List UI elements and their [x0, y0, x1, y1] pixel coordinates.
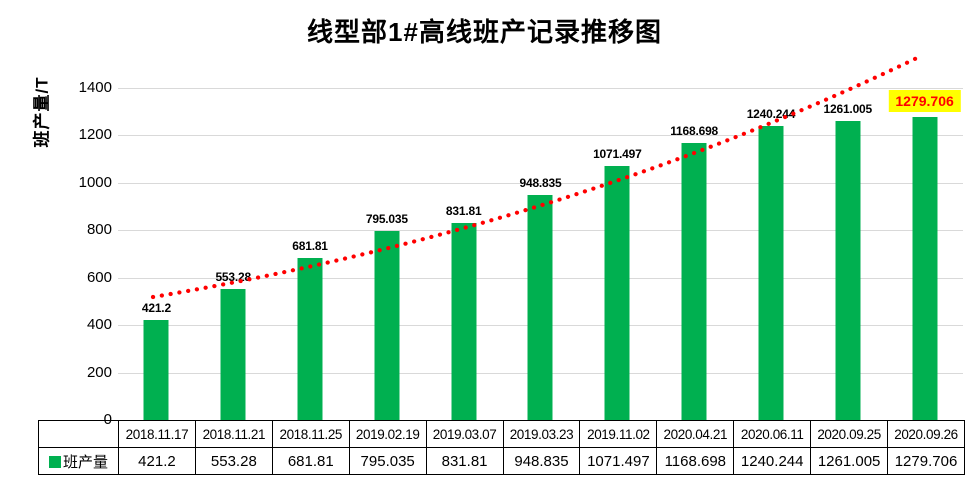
- table-value-cell: 795.035: [348, 447, 427, 475]
- bar: [681, 142, 707, 420]
- bar-column: 553.28: [195, 60, 272, 420]
- table-date-cell: 2019.02.19: [348, 420, 427, 448]
- data-label: 1071.497: [593, 146, 642, 161]
- table-value-cell: 553.28: [194, 447, 273, 475]
- bar-column: 1168.698: [656, 60, 733, 420]
- bar-column: 948.835: [502, 60, 579, 420]
- table-date-cell: 2020.04.21: [656, 420, 735, 448]
- table-value-cell: 1240.244: [733, 447, 812, 475]
- data-label: 1240.244: [746, 106, 796, 121]
- table-date-cell: 2019.11.02: [579, 420, 658, 448]
- data-label-highlighted: 1279.706: [888, 89, 961, 112]
- data-label: 1168.698: [670, 123, 719, 138]
- table-date-cell: 2018.11.17: [118, 420, 196, 448]
- table-legend-cell: 班产量: [38, 447, 119, 475]
- chart-title: 线型部1#高线班产记录推移图: [307, 17, 662, 47]
- data-table: 2018.11.17 2018.11.21 2018.11.25 2019.02.19…: [38, 420, 965, 475]
- bar: [297, 258, 323, 420]
- bar: [220, 288, 246, 420]
- bar: [604, 165, 630, 420]
- table-value-cell: 681.81: [271, 447, 350, 475]
- legend-label: 班产量: [62, 453, 108, 471]
- data-label: 831.81: [445, 203, 482, 218]
- bar: [912, 116, 938, 420]
- data-label: 681.81: [292, 239, 328, 254]
- y-tick-label: 1000: [78, 173, 112, 191]
- bar: [527, 195, 553, 420]
- table-value-cell: 831.81: [425, 447, 504, 475]
- table-date-cell: 2020.06.11: [733, 420, 812, 448]
- table-value-row: 班产量 421.2 553.28 681.81 795.035 831.81 948.835…: [38, 447, 965, 475]
- bar-column: 1261.005: [809, 60, 886, 420]
- table-value-cell: 1168.698: [656, 447, 735, 475]
- data-label: 553.28: [215, 269, 251, 284]
- table-date-cell: 2018.11.25: [271, 420, 350, 448]
- bar: [758, 125, 784, 420]
- table-value-cell: 421.2: [118, 447, 196, 475]
- bar-column: 1279.706: [886, 60, 963, 420]
- table-date-row: 2018.11.17 2018.11.21 2018.11.25 2019.02.19…: [38, 420, 965, 448]
- data-label: 795.035: [365, 212, 408, 227]
- y-tick-label: 600: [86, 268, 112, 286]
- bar-column: 831.81: [425, 60, 502, 420]
- bar-column: 421.2: [118, 60, 195, 420]
- table-empty-corner: [38, 420, 119, 448]
- bar: [451, 222, 477, 420]
- table-value-cell: 1279.706: [887, 447, 965, 475]
- bar-column: 795.035: [348, 60, 425, 420]
- table-date-cell: 2019.03.07: [425, 420, 504, 448]
- y-tick-label: 1400: [78, 79, 112, 96]
- y-tick-label: 0: [103, 411, 112, 428]
- data-label: 421.2: [141, 301, 171, 316]
- table-value-cell: 1071.497: [579, 447, 658, 475]
- y-tick-label: 800: [86, 221, 112, 239]
- bar: [374, 231, 400, 420]
- bar-column: 1071.497: [579, 60, 656, 420]
- table-date-cell: 2019.03.23: [502, 420, 581, 448]
- table-date-cell: 2020.09.26: [887, 420, 965, 448]
- y-tick-label: 200: [86, 363, 112, 381]
- y-tick-label: 1200: [78, 126, 112, 144]
- data-label: 1261.005: [823, 101, 873, 116]
- table-value-cell: 948.835: [502, 447, 581, 475]
- plot-area: 421.2 553.28 681.81 795.035 831.81 948.835 107…: [118, 60, 963, 420]
- table-value-cell: 1261.005: [810, 447, 889, 475]
- data-label: 948.835: [519, 176, 562, 190]
- table-date-cell: 2018.11.21: [194, 420, 273, 448]
- bar: [835, 120, 861, 420]
- bar-column: 681.81: [272, 60, 349, 420]
- bar: [143, 320, 169, 420]
- bar-column: 1240.244: [733, 60, 810, 420]
- table-date-cell: 2020.09.25: [810, 420, 889, 448]
- y-tick-label: 400: [86, 316, 112, 334]
- legend-swatch-icon: [48, 455, 61, 468]
